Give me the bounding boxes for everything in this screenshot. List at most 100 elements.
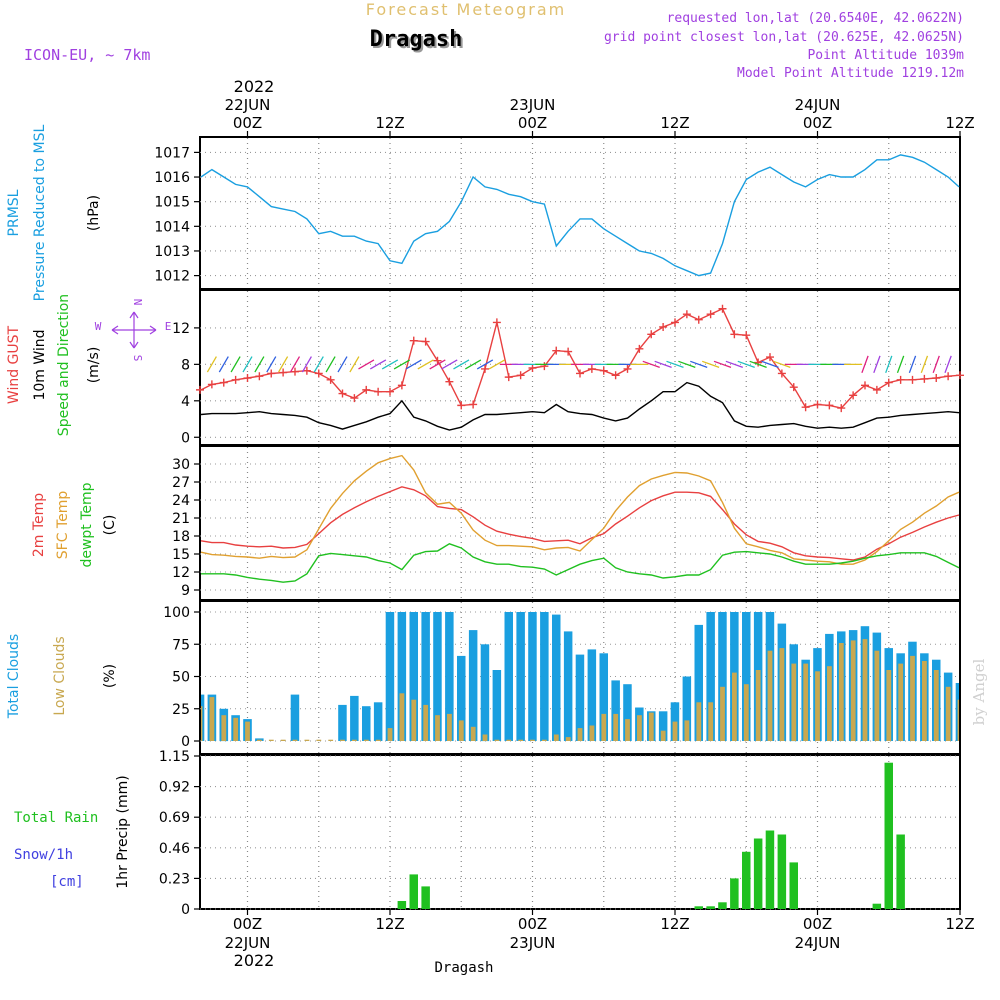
bar-low-clouds — [553, 734, 559, 741]
wind-direction-arrow — [896, 355, 905, 374]
wind-direction-arrow — [417, 359, 434, 370]
bar-low-clouds — [803, 663, 809, 741]
bottom-tick-label: 12Z — [660, 915, 689, 933]
bar-total-clouds — [682, 676, 692, 741]
gust-marker — [635, 344, 644, 353]
gust-marker — [291, 367, 299, 376]
gust-marker — [813, 400, 822, 409]
panel-frame — [199, 445, 961, 601]
wind-direction-arrow — [337, 356, 348, 373]
gust-marker — [825, 401, 834, 410]
bar-low-clouds — [886, 670, 892, 741]
bar-low-clouds — [637, 715, 642, 741]
gust-marker — [801, 403, 810, 412]
y-tick-label: 0 — [181, 430, 190, 446]
axis-label: (%) — [102, 664, 118, 688]
bar-low-clouds — [732, 672, 737, 741]
bar-low-clouds — [922, 661, 927, 741]
bar-total-clouds — [611, 680, 620, 741]
bar-low-clouds — [435, 715, 440, 741]
y-tick-label: 75 — [172, 637, 190, 653]
model-point-altitude: Model Point Altitude 1219.12m — [737, 66, 964, 81]
bar-low-clouds — [494, 739, 500, 741]
bar-total-clouds — [955, 683, 959, 741]
axis-label: Speed and Direction — [56, 294, 72, 436]
panels: 1012 1013 1014 1015 1016 1017 PRMSL Pressure Re… — [6, 124, 964, 918]
y-tick-label: 30 — [172, 457, 190, 473]
wind-direction-arrow — [885, 355, 893, 374]
gust-marker — [207, 380, 216, 389]
bar-low-clouds — [708, 702, 714, 741]
bar-low-clouds — [838, 643, 844, 741]
gust-marker — [611, 371, 620, 380]
gust-marker — [231, 375, 240, 384]
panel-prmsl: 1012 1013 1014 1015 1016 1017 PRMSL Pressure Re… — [6, 124, 961, 301]
bottom-date-label: 23JUN — [510, 934, 556, 952]
y-tick-label: 0 — [181, 902, 190, 918]
wind-direction-arrow — [254, 356, 265, 373]
axis-label: dewpt Temp — [79, 482, 95, 567]
gust-marker — [861, 381, 869, 390]
gust-marker — [849, 391, 858, 400]
gust-marker — [944, 372, 953, 381]
gust-marker — [528, 364, 537, 372]
gust-marker — [777, 369, 786, 378]
gust-marker — [671, 318, 679, 327]
bar-low-clouds — [340, 739, 345, 741]
gust-marker — [872, 385, 881, 394]
bar-low-clouds — [245, 721, 250, 741]
bar-total-clouds — [338, 704, 347, 741]
compass-arrows — [111, 311, 157, 349]
y-tick-label: 8 — [181, 357, 190, 373]
top-tick-label: 12Z — [945, 114, 974, 132]
top-date-label: 22JUN — [225, 96, 271, 114]
axis-label: Wind GUST — [6, 325, 22, 404]
axis-label: (C) — [102, 515, 118, 536]
bar-total-clouds — [552, 614, 561, 741]
gust-marker — [884, 378, 893, 387]
gust-marker — [920, 374, 929, 383]
series-line-sfc-temp — [200, 454, 960, 565]
bar-low-clouds — [577, 728, 583, 741]
bottom-date-label: 24JUN — [795, 934, 841, 952]
gust-marker — [279, 368, 288, 377]
bar-low-clouds — [957, 699, 959, 741]
bar-total-rain — [789, 862, 798, 909]
bar-total-clouds — [373, 702, 383, 741]
gust-marker — [956, 371, 964, 380]
wind-direction-arrow — [453, 359, 470, 370]
gust-marker — [457, 401, 466, 410]
bar-low-clouds — [565, 737, 571, 741]
bar-low-clouds — [945, 686, 951, 741]
gust-marker — [706, 310, 715, 319]
top-date-label: 23JUN — [510, 96, 556, 114]
bar-total-rain — [730, 878, 739, 909]
y-tick-label: 15 — [172, 547, 190, 563]
bar-total-clouds — [504, 612, 513, 741]
compass-west: W — [95, 320, 102, 333]
bar-total-rain — [694, 906, 703, 909]
bar-total-rain — [409, 874, 418, 909]
bar-low-clouds — [648, 712, 654, 741]
bar-low-clouds — [755, 670, 761, 741]
gust-marker — [504, 373, 513, 382]
y-tick-label: 0.23 — [159, 871, 190, 887]
gust-marker — [694, 315, 703, 324]
bar-total-clouds — [658, 711, 668, 741]
bar-low-clouds — [779, 648, 785, 741]
wind-direction-arrow — [749, 360, 767, 369]
series-line-10m-wind — [200, 381, 960, 431]
wind-direction-arrow — [761, 360, 779, 369]
axis-label: Total Clouds — [6, 634, 22, 719]
top-tick-label: 00Z — [233, 114, 262, 132]
gust-marker — [314, 369, 323, 378]
bottom-tick-label: 00Z — [233, 915, 262, 933]
gust-marker — [576, 369, 584, 378]
gust-marker — [267, 369, 276, 378]
gust-marker — [932, 374, 941, 383]
bar-total-rain — [397, 901, 407, 909]
series-line-prmsl — [200, 154, 960, 277]
gust-marker — [243, 374, 252, 383]
